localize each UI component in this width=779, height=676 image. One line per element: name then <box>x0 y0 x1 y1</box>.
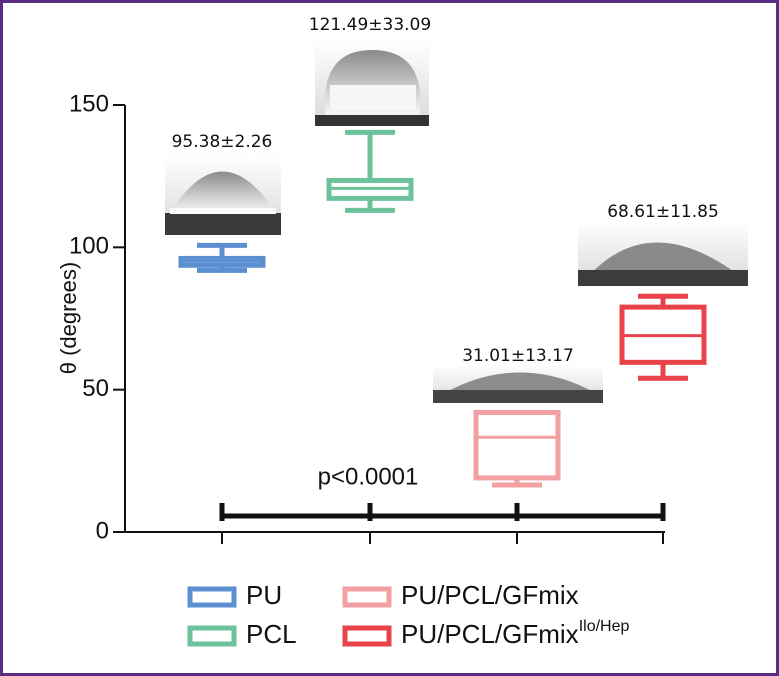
annotation: 95.38±2.26 <box>172 132 273 152</box>
y-tick-label: 100 <box>69 233 109 260</box>
legend-label: PU/PCL/GFmix <box>401 580 579 610</box>
box <box>473 409 561 481</box>
droplet-image <box>433 365 603 403</box>
legend-item: PCL <box>187 619 297 649</box>
legend-swatch <box>342 586 392 608</box>
y-tick-label: 50 <box>82 375 109 402</box>
box-plot <box>326 129 414 213</box>
y-axis-label: θ (degrees) <box>56 262 81 375</box>
droplet-image <box>315 40 429 126</box>
box-plot <box>473 409 561 488</box>
legend-label: PCL <box>246 619 297 649</box>
legend-item: PU <box>187 580 282 610</box>
annotation: 121.49±33.09 <box>309 15 431 35</box>
legend-name: PCL <box>246 619 297 649</box>
legend-label: PU/PCL/GFmixIlo/Hep <box>401 618 629 649</box>
legend-swatch <box>342 625 392 647</box>
annotation: 68.61±11.85 <box>607 202 719 222</box>
y-tick-label: 150 <box>69 90 109 117</box>
box-plot <box>619 293 707 381</box>
legend-swatch <box>187 586 237 608</box>
legend-superscript: Ilo/Hep <box>579 618 630 635</box>
legend-item: PU/PCL/GFmix <box>342 580 579 610</box>
legend-name: PU <box>246 580 282 610</box>
annotation: 31.01±13.17 <box>462 346 574 366</box>
droplet-image <box>165 155 281 235</box>
legend-name: PU/PCL/GFmix <box>401 580 579 610</box>
box-plot <box>178 242 266 273</box>
droplet-image <box>578 222 748 286</box>
significance-label: p<0.0001 <box>318 463 419 490</box>
legend-swatch <box>187 625 237 647</box>
legend-name: PU/PCL/GFmix <box>401 619 579 649</box>
y-tick-label: 0 <box>96 517 109 544</box>
legend-label: PU <box>246 580 282 610</box>
legend-item: PU/PCL/GFmixIlo/Hep <box>342 618 629 649</box>
